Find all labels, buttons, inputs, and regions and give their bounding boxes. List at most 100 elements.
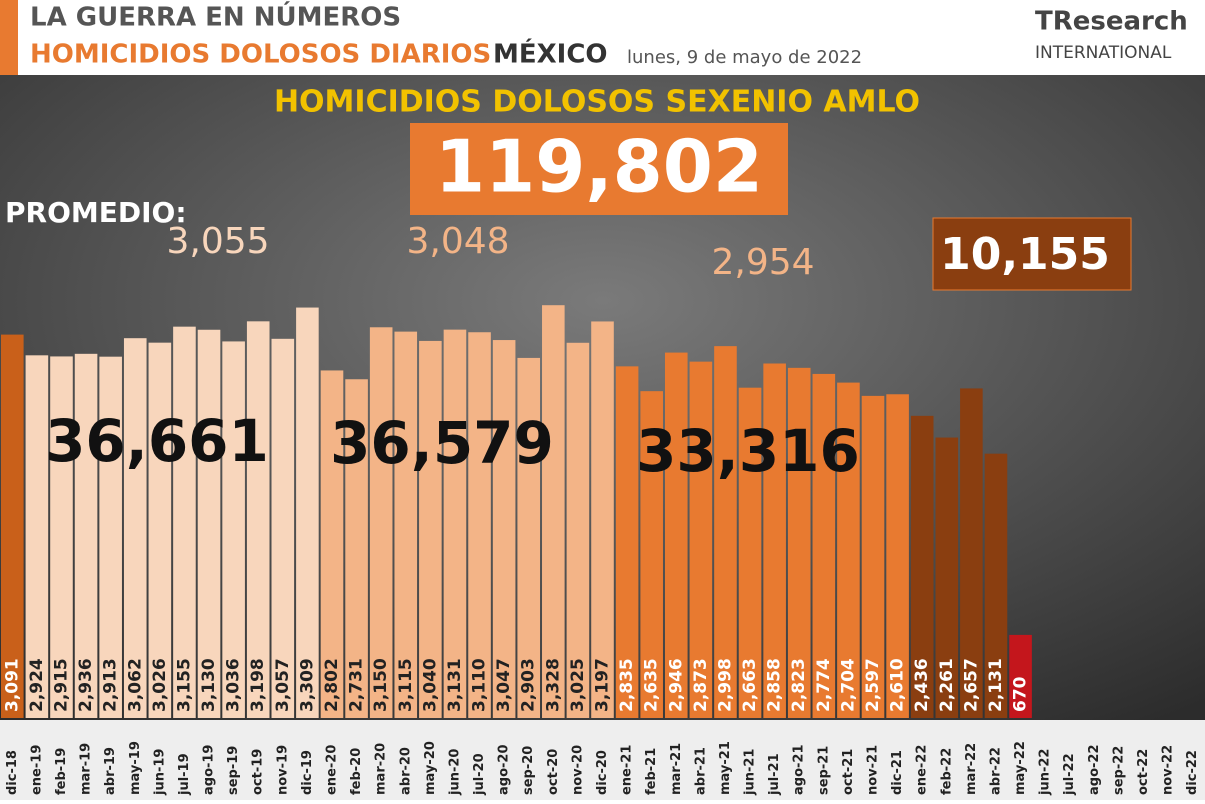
x-tick-label: ago-21 [792, 745, 807, 796]
x-tick-label: oct-19 [251, 749, 266, 795]
bar [1, 334, 24, 718]
bar [714, 346, 737, 718]
x-tick-label: nov-19 [275, 745, 290, 795]
year-total: 36,661 [45, 407, 269, 475]
x-tick-label: jul-19 [177, 753, 192, 796]
header-line2: HOMICIDIOS DOLOSOS DIARIOS [30, 40, 491, 70]
x-tick-label: jun-21 [743, 749, 758, 796]
value-label: 3,091 [2, 658, 22, 712]
value-label: 3,047 [494, 658, 514, 712]
x-tick-label: abr-22 [988, 747, 1003, 795]
x-tick-label: abr-21 [693, 747, 708, 795]
x-tick-label: nov-22 [1161, 745, 1176, 795]
bar [837, 382, 860, 718]
bar [615, 366, 639, 718]
x-tick-label: ago-22 [1087, 745, 1102, 796]
average: 3,055 [166, 221, 269, 262]
x-tick-label: jun-19 [152, 749, 167, 796]
x-tick-label: sep-19 [226, 746, 241, 795]
x-tick-label: may-21 [718, 741, 733, 795]
value-label: 2,261 [937, 658, 957, 712]
value-label: 3,155 [174, 658, 194, 712]
value-label: 2,704 [838, 658, 858, 712]
header-accent [0, 0, 18, 75]
bar [591, 321, 614, 718]
value-label: 2,998 [715, 658, 735, 712]
value-label: 2,835 [617, 658, 637, 712]
value-label: 3,328 [543, 658, 563, 712]
bar [369, 327, 393, 718]
bar [99, 356, 122, 718]
value-label: 2,635 [642, 658, 662, 712]
x-tick-label: dic-18 [5, 750, 20, 795]
bar [640, 391, 663, 718]
chart-title: HOMICIDIOS DOLOSOS SEXENIO AMLO [274, 85, 920, 120]
x-tick-label: feb-19 [54, 748, 69, 795]
value-label: 3,198 [248, 658, 268, 712]
value-label: 2,131 [986, 658, 1006, 712]
value-label: 2,610 [888, 658, 908, 712]
value-label: 2,731 [347, 658, 367, 712]
value-label: 2,802 [322, 658, 342, 712]
bar [345, 379, 368, 718]
value-label: 3,110 [470, 658, 490, 712]
x-tick-label: abr-20 [398, 747, 413, 795]
value-label: 3,026 [150, 658, 170, 712]
value-label: 2,858 [765, 658, 785, 712]
x-tick-label: jun-22 [1038, 749, 1053, 796]
value-label: 3,115 [396, 658, 416, 712]
bar [664, 352, 688, 718]
value-label: 3,057 [273, 658, 293, 712]
value-label: 3,130 [199, 658, 219, 712]
bar [468, 332, 491, 718]
x-tick-label: oct-21 [841, 749, 856, 795]
value-label: 2,873 [691, 658, 711, 712]
bar [173, 326, 196, 718]
bar [443, 329, 467, 718]
x-tick-label: mar-21 [669, 743, 684, 795]
x-tick-label: oct-22 [1136, 749, 1151, 795]
x-tick-label: ene-19 [29, 745, 44, 795]
year-total: 33,316 [636, 417, 860, 485]
current-total: 10,155 [940, 229, 1110, 280]
header-bg [0, 0, 1205, 75]
x-tick-label: feb-22 [939, 748, 954, 795]
bar [419, 340, 442, 718]
current-box [932, 217, 1132, 291]
value-label: 2,774 [814, 658, 834, 712]
x-tick-label: abr-19 [103, 747, 118, 795]
x-tick-label: mar-19 [79, 743, 94, 795]
x-tick-label: ene-22 [915, 745, 930, 795]
bar [50, 356, 73, 718]
average: 3,048 [406, 221, 509, 262]
header-line1: LA GUERRA EN NÚMEROS [30, 1, 401, 33]
bar [787, 367, 811, 718]
x-tick-label: jul-20 [472, 753, 487, 796]
x-tick-label: mar-20 [374, 743, 389, 795]
x-tick-label: dic-19 [300, 750, 315, 795]
total: 119,802 [435, 125, 763, 209]
axis-bg [0, 720, 1205, 800]
x-tick-label: dic-20 [595, 750, 610, 795]
x-tick-label: may-22 [1013, 741, 1028, 795]
value-label: 3,131 [445, 658, 465, 712]
x-tick-label: feb-21 [644, 748, 659, 795]
logo-sub: INTERNATIONAL [1035, 43, 1172, 63]
value-label: 3,309 [297, 658, 317, 712]
value-label: 670 [1011, 676, 1031, 712]
bar [861, 395, 885, 718]
value-label: 2,936 [76, 658, 96, 712]
value-label: 3,150 [371, 658, 391, 712]
value-label: 3,062 [125, 658, 145, 712]
logo: TResearch [1035, 7, 1188, 37]
bar [763, 363, 786, 718]
value-label: 2,903 [519, 658, 539, 712]
x-tick-label: jun-20 [447, 749, 462, 796]
value-label: 2,823 [789, 658, 809, 712]
x-tick-label: ene-21 [620, 745, 635, 795]
x-tick-label: sep-22 [1111, 746, 1126, 795]
x-tick-label: ago-20 [497, 745, 512, 796]
x-tick-label: sep-20 [521, 746, 536, 795]
bar [320, 370, 344, 718]
